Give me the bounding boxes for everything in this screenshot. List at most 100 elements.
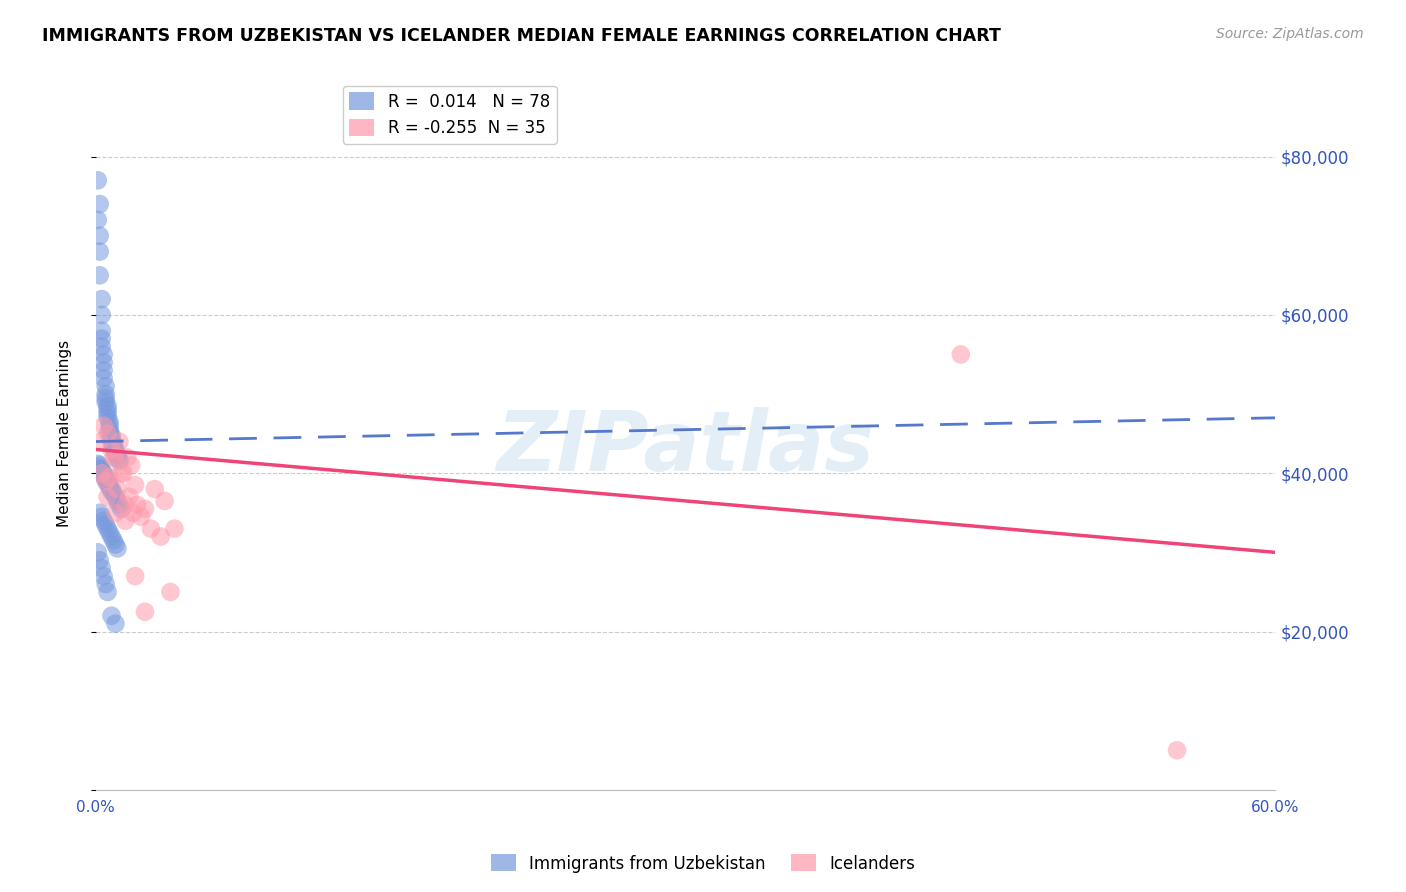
Point: [103, 450, 125, 465]
Point: [107, 541, 129, 556]
Point: [97, 399, 120, 413]
Point: [118, 490, 141, 504]
Point: [110, 501, 132, 516]
Point: [110, 467, 132, 481]
Point: [159, 585, 181, 599]
Point: [94, 473, 117, 487]
Point: [108, 454, 131, 468]
Point: [120, 458, 142, 473]
Point: [98, 525, 121, 540]
Point: [93, 371, 115, 385]
Point: [89, 506, 111, 520]
Point: [104, 446, 127, 460]
Point: [90, 467, 112, 481]
Point: [94, 517, 117, 532]
Point: [143, 482, 166, 496]
Point: [90, 308, 112, 322]
Point: [93, 363, 115, 377]
Point: [98, 423, 121, 437]
Point: [93, 569, 115, 583]
Point: [163, 522, 186, 536]
Point: [103, 486, 125, 500]
Point: [93, 347, 115, 361]
Point: [100, 442, 122, 457]
Point: [108, 452, 131, 467]
Point: [112, 467, 135, 481]
Point: [949, 347, 972, 361]
Point: [100, 482, 122, 496]
Point: [98, 418, 121, 433]
Point: [134, 501, 156, 516]
Point: [97, 410, 120, 425]
Point: [100, 484, 122, 499]
Point: [104, 490, 127, 504]
Point: [89, 458, 111, 473]
Point: [89, 244, 111, 259]
Point: [94, 474, 117, 488]
Point: [139, 522, 162, 536]
Point: [87, 545, 110, 559]
Point: [90, 292, 112, 306]
Point: [89, 460, 111, 475]
Point: [93, 468, 115, 483]
Point: [129, 509, 152, 524]
Text: ZIPatlas: ZIPatlas: [496, 408, 875, 489]
Point: [125, 498, 148, 512]
Point: [93, 467, 115, 481]
Point: [104, 506, 127, 520]
Point: [107, 450, 129, 465]
Point: [89, 434, 111, 449]
Point: [87, 457, 110, 471]
Point: [97, 476, 120, 491]
Point: [104, 445, 127, 459]
Point: [108, 434, 131, 449]
Point: [97, 490, 120, 504]
Point: [90, 340, 112, 354]
Point: [97, 407, 120, 421]
Point: [90, 462, 112, 476]
Point: [134, 605, 156, 619]
Point: [94, 470, 117, 484]
Point: [117, 450, 139, 465]
Text: Source: ZipAtlas.com: Source: ZipAtlas.com: [1216, 27, 1364, 41]
Point: [93, 514, 115, 528]
Point: [149, 530, 172, 544]
Y-axis label: Median Female Earnings: Median Female Earnings: [58, 340, 72, 527]
Point: [93, 418, 115, 433]
Point: [90, 561, 112, 575]
Point: [114, 498, 136, 512]
Point: [114, 514, 136, 528]
Point: [89, 197, 111, 211]
Point: [97, 426, 120, 441]
Point: [100, 434, 122, 449]
Point: [93, 355, 115, 369]
Point: [97, 403, 120, 417]
Point: [97, 522, 120, 536]
Point: [104, 442, 127, 457]
Point: [98, 415, 121, 429]
Point: [97, 585, 120, 599]
Point: [103, 533, 125, 548]
Point: [94, 379, 117, 393]
Point: [89, 228, 111, 243]
Point: [104, 537, 127, 551]
Point: [122, 506, 145, 520]
Point: [89, 268, 111, 283]
Point: [124, 569, 146, 583]
Point: [1166, 743, 1188, 757]
Point: [98, 480, 121, 494]
Point: [94, 395, 117, 409]
Point: [100, 428, 122, 442]
Point: [90, 509, 112, 524]
Point: [100, 608, 122, 623]
Point: [100, 530, 122, 544]
Point: [94, 387, 117, 401]
Point: [107, 494, 129, 508]
Point: [100, 431, 122, 445]
Point: [107, 449, 129, 463]
Point: [103, 438, 125, 452]
Point: [87, 173, 110, 187]
Point: [94, 391, 117, 405]
Point: [103, 441, 125, 455]
Point: [104, 450, 127, 465]
